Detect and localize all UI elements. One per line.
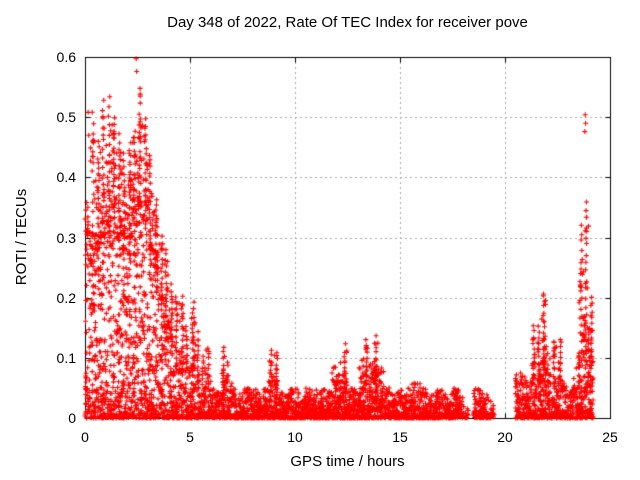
x-tick-label: 25	[602, 429, 618, 445]
chart-title: Day 348 of 2022, Rate Of TEC Index for r…	[167, 14, 528, 31]
y-tick-label: 0	[68, 410, 76, 426]
y-tick-label: 0.5	[56, 109, 76, 126]
x-tick-label: 5	[186, 429, 194, 445]
scatter-plot-canvas	[82, 55, 613, 424]
x-tick-label: 0	[81, 429, 89, 445]
x-tick-label: 15	[392, 429, 408, 445]
x-axis-label: GPS time / hours	[290, 453, 405, 470]
y-tick-label: 0.3	[56, 229, 76, 246]
y-tick-label: 0.1	[56, 349, 76, 366]
plot-area	[82, 55, 613, 424]
y-tick-label: 0.6	[56, 49, 76, 65]
x-tick-label: 20	[497, 429, 513, 445]
y-tick-label: 0.2	[56, 289, 76, 306]
y-tick-label: 0.4	[56, 169, 76, 186]
x-tick-label: 10	[287, 429, 303, 445]
